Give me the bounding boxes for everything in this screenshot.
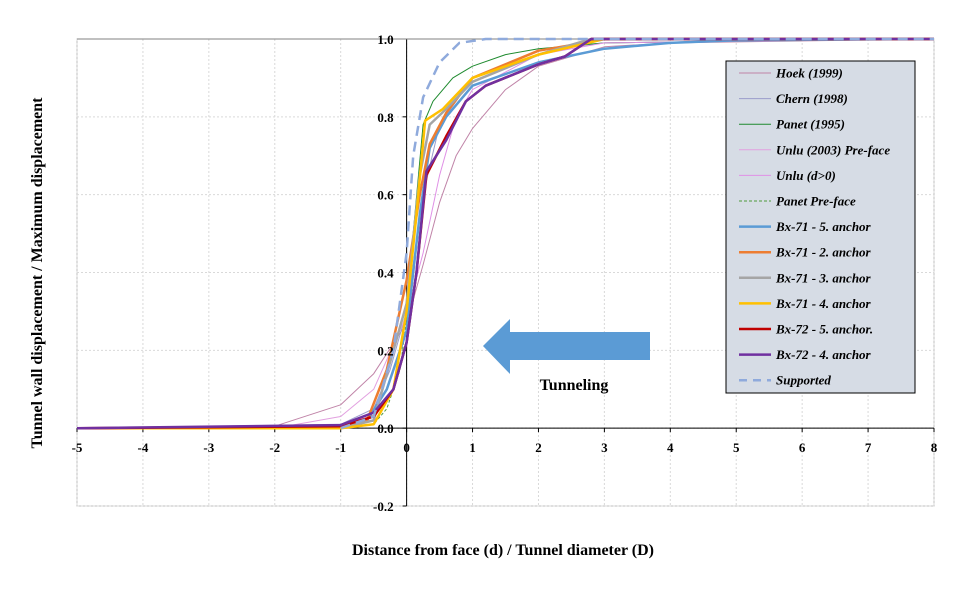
arrow-left-icon bbox=[483, 319, 650, 374]
legend-label: Supported bbox=[776, 373, 831, 388]
legend-label: Bx-72 - 4. anchor bbox=[775, 347, 872, 362]
series-line-9 bbox=[77, 37, 934, 430]
y-tick-label: 0.6 bbox=[377, 188, 394, 203]
annotation-tunneling: Tunneling bbox=[540, 377, 609, 394]
x-tick-label: 8 bbox=[931, 440, 938, 455]
x-tick-label: 1 bbox=[469, 440, 476, 455]
x-tick-label: 0 bbox=[403, 440, 410, 455]
y-tick-label: 1.0 bbox=[377, 32, 393, 47]
legend-label: Panet (1995) bbox=[776, 117, 845, 132]
legend-label: Unlu (d>0) bbox=[776, 168, 836, 183]
series-line-11 bbox=[76, 37, 934, 430]
y-axis-title: Tunnel wall displacement / Maximum displ… bbox=[29, 97, 46, 449]
y-tick-label: 0.4 bbox=[377, 266, 394, 281]
y-tick-label: 0.2 bbox=[377, 343, 393, 358]
legend-label: Bx-71 - 4. anchor bbox=[775, 296, 872, 311]
y-tick-label: 0.0 bbox=[377, 421, 393, 436]
series-line-3 bbox=[77, 315, 408, 429]
x-tick-label: -5 bbox=[72, 440, 83, 455]
tick-labels: -5 -4 -3 -2 -1 0 1 2 3 4 5 6 7 8 -0.2 0.0 0.2 0.4 0.6 0.8 1.… bbox=[72, 32, 938, 514]
legend-label: Bx-71 - 2. anchor bbox=[775, 245, 872, 260]
x-tick-label: 3 bbox=[601, 440, 608, 455]
y-tick-label: -0.2 bbox=[373, 499, 394, 514]
x-tick-label: -2 bbox=[269, 440, 280, 455]
legend-label: Panet Pre-face bbox=[776, 194, 856, 209]
x-tick-label: 2 bbox=[535, 440, 542, 455]
x-tick-label: 5 bbox=[733, 440, 740, 455]
y-tick-label: 0.8 bbox=[377, 110, 394, 125]
legend: Hoek (1999) Chern (1998) Panet (1995) Unlu … bbox=[725, 60, 916, 394]
x-tick-label: -1 bbox=[335, 440, 346, 455]
legend-label: Unlu (2003) Pre-face bbox=[776, 142, 890, 157]
tunneling-arrow: Tunneling bbox=[483, 319, 650, 394]
series-line-12 bbox=[340, 37, 934, 430]
legend-label: Bx-71 - 3. anchor bbox=[775, 270, 872, 285]
x-tick-label: -3 bbox=[203, 440, 214, 455]
x-tick-label: 6 bbox=[799, 440, 806, 455]
x-axis-title: Distance from face (d) / Tunnel diameter… bbox=[352, 542, 654, 559]
series-lines bbox=[76, 37, 935, 430]
x-tick-label: 4 bbox=[667, 440, 674, 455]
legend-label: Bx-71 - 5. anchor bbox=[775, 219, 872, 234]
legend-label: Chern (1998) bbox=[776, 91, 848, 106]
legend-label: Bx-72 - 5. anchor. bbox=[775, 322, 873, 337]
x-tick-label: -4 bbox=[138, 440, 149, 455]
legend-label: Hoek (1999) bbox=[775, 66, 843, 81]
x-tick-label: 7 bbox=[865, 440, 872, 455]
